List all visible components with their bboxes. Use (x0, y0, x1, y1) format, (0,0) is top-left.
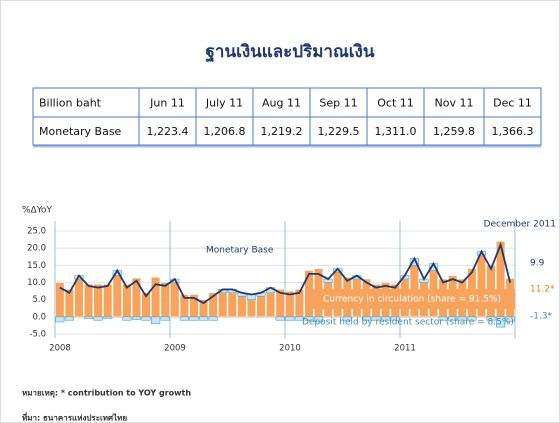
y-tick-label: 25.0 (27, 227, 46, 237)
header-text: Jun 11 (149, 97, 185, 110)
deposit-bar (438, 316, 448, 321)
currency-bar (170, 282, 180, 318)
cell-text: 1,229.5 (318, 125, 360, 138)
header-text: July 11 (205, 97, 243, 110)
annotation: December 2011 (484, 220, 556, 230)
currency-bar (84, 283, 94, 318)
currency-bar (103, 283, 113, 318)
y-axis-label: %ΔYoY (22, 206, 53, 216)
cell-text: 1,206.8 (204, 125, 246, 138)
deposit-bar (141, 316, 151, 321)
currency-bar (256, 295, 266, 318)
currency-bar (160, 282, 170, 318)
deposit-bar (448, 316, 458, 321)
deposit-bar (208, 316, 218, 321)
deposit-bar (122, 316, 132, 321)
table-cell (483, 116, 542, 146)
deposit-bar (361, 316, 372, 321)
cell-text: 1,223.4 (147, 125, 189, 138)
deposit-bar (390, 316, 400, 321)
title: ฐานเงินและปริมาณเงิน (206, 42, 375, 63)
currency-bar (112, 275, 122, 318)
header-text: Nov 11 (435, 97, 474, 110)
header-text: Dec 11 (493, 97, 532, 110)
cell-text: 1,311.0 (375, 125, 417, 138)
currency-label-box (310, 289, 515, 309)
deposit-bar (304, 316, 314, 321)
currency-bar (74, 278, 84, 318)
deposit-bar (294, 316, 304, 321)
deposit-bar (198, 316, 209, 321)
deposit-bar (505, 316, 515, 322)
currency-bar (266, 292, 276, 318)
deposit-bar (496, 316, 506, 328)
annotation: 11.2* (530, 285, 555, 295)
deposit-bar (103, 316, 113, 319)
deposit-bar (371, 316, 381, 321)
deposit-bar (160, 316, 170, 321)
y-tick-label: 20.0 (27, 244, 46, 254)
annotation: -1.3* (530, 312, 553, 322)
y-tick-label: 10.0 (27, 278, 46, 288)
header-text: Oct 11 (377, 97, 414, 110)
deposit-bar (467, 316, 477, 321)
deposit-bar (83, 316, 94, 319)
y-tick-label: -5.0 (29, 330, 46, 340)
deposit-bar (486, 316, 496, 321)
x-tick-label: 2011 (394, 344, 416, 354)
table-cell (252, 116, 311, 146)
series-label: Monetary Base (206, 246, 274, 256)
currency-bar (237, 295, 247, 318)
currency-bar (246, 299, 257, 318)
table-cell (32, 87, 140, 118)
deposit-bar (189, 316, 199, 321)
header-text: Sep 11 (319, 97, 357, 110)
deposit-bar (342, 316, 352, 321)
y-tick-label: 15.0 (27, 261, 46, 271)
deposit-bar (55, 316, 65, 323)
header-text: Billion baht (39, 97, 102, 110)
table-cell (366, 116, 425, 146)
table-cell (138, 87, 197, 118)
x-tick-label: 2008 (49, 344, 71, 354)
currency-bar (218, 292, 228, 318)
note: หมายเหตุ: * contribution to YOY growth (22, 389, 191, 399)
x-tick-label: 2010 (279, 344, 301, 354)
deposit-bar (275, 316, 285, 321)
deposit-bar (457, 316, 467, 321)
monetary-base-line (59, 241, 512, 305)
x-tick-label: 2009 (164, 344, 186, 354)
deposit-bar (381, 316, 391, 321)
currency-bar (122, 283, 132, 318)
deposit-bar (151, 316, 161, 325)
cell-text: 1,366.3 (492, 125, 534, 138)
cell-text: 1,259.8 (433, 125, 475, 138)
y-tick-label: 5.0 (32, 295, 46, 305)
table-cell (309, 116, 368, 146)
deposit-bar (64, 316, 74, 321)
table-cell (366, 87, 425, 118)
table-cell (483, 87, 542, 118)
currency-bar (227, 292, 237, 318)
currency-bar (93, 283, 103, 318)
annotation: 9.9 (530, 259, 545, 269)
currency-bar (151, 277, 161, 318)
deposit-bar (179, 316, 189, 321)
deposit-bar (285, 316, 295, 321)
deposit-bar (93, 316, 103, 321)
table-cell (32, 116, 140, 146)
cell-text: 1,219.2 (261, 125, 303, 138)
series-label: Deposit held by resident sector (share =… (302, 318, 514, 328)
table-cell (138, 116, 197, 146)
header-text: Aug 11 (262, 97, 301, 110)
deposit-bar (313, 316, 324, 323)
y-tick-label: 0.0 (32, 312, 46, 322)
series-label: Currency in circulation (share = 91.5%) (323, 295, 501, 305)
deposit-bar (131, 316, 142, 320)
cell-text: Monetary Base (39, 125, 122, 138)
source: ที่มา: ธนาคารแห่งประเทศไทย (22, 412, 127, 423)
